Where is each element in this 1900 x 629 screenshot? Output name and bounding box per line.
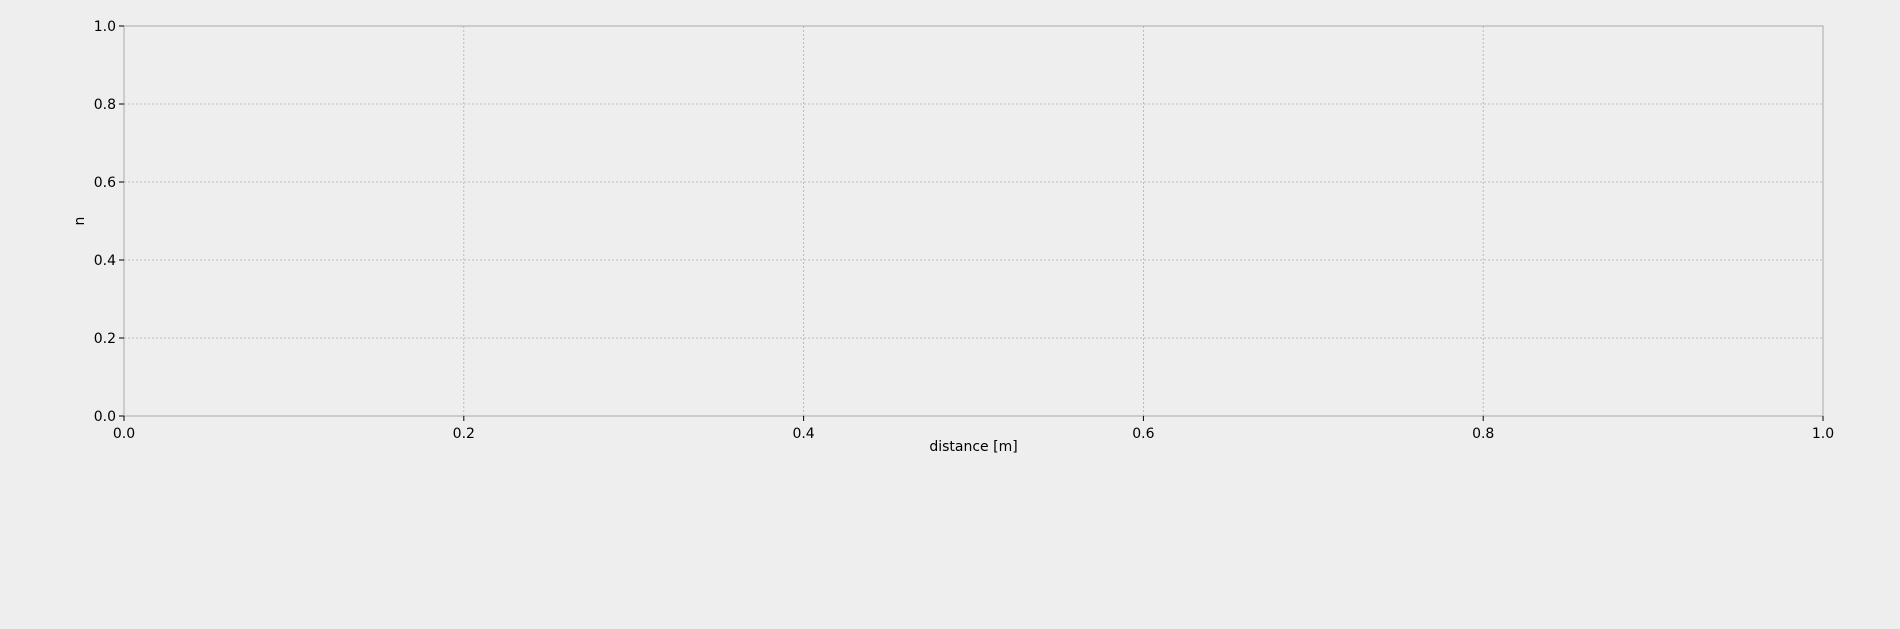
x-axis-label: distance [m] [929,439,1017,455]
x-tick-label: 1.0 [1812,426,1834,442]
y-axis-label: n [72,217,88,226]
x-tick-label: 0.4 [792,426,814,442]
x-tick-label: 0.0 [113,426,135,442]
y-tick-label: 0.0 [94,409,116,425]
x-tick-label: 0.6 [1132,426,1154,442]
y-tick-label: 0.6 [94,175,116,191]
x-tick-label: 0.8 [1472,426,1494,442]
y-tick-label: 0.8 [94,97,116,113]
y-tick-label: 0.4 [94,253,116,269]
plot-area [124,26,1823,416]
y-tick-label: 0.2 [94,331,116,347]
y-tick-label: 1.0 [94,19,116,35]
x-tick-label: 0.2 [453,426,475,442]
